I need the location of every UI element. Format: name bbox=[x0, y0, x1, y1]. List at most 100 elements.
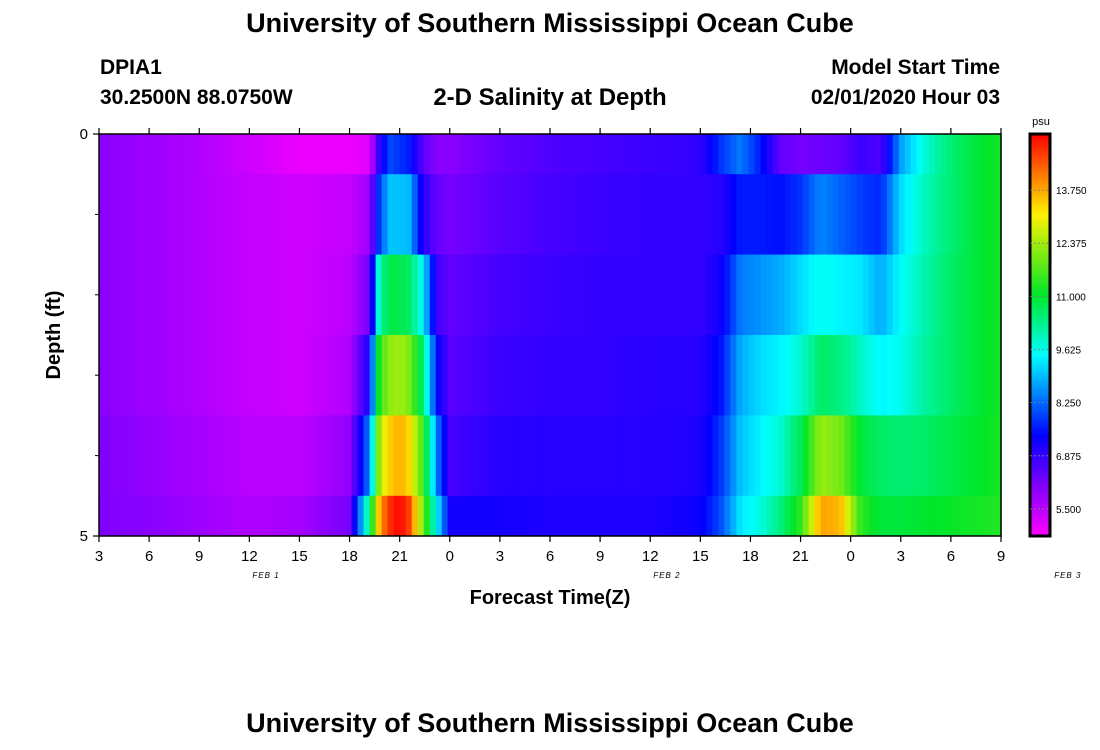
heatmap-cell bbox=[399, 174, 407, 255]
colorbar-tick-label: 13.750 bbox=[1056, 186, 1087, 197]
heatmap-cell bbox=[417, 134, 425, 175]
heatmap-cell bbox=[513, 174, 521, 255]
heatmap-cell bbox=[976, 254, 984, 336]
heatmap-cell bbox=[315, 495, 323, 537]
heatmap-cell bbox=[297, 254, 305, 336]
heatmap-cell bbox=[189, 134, 196, 175]
heatmap-cell bbox=[195, 415, 202, 497]
heatmap-cell bbox=[646, 495, 653, 537]
heatmap-cell bbox=[531, 134, 539, 175]
heatmap-cell bbox=[153, 174, 160, 255]
heatmap-cell bbox=[652, 254, 659, 336]
heatmap-cell bbox=[886, 335, 894, 416]
heatmap-cell bbox=[964, 134, 972, 175]
heatmap-cell bbox=[628, 134, 635, 175]
heatmap-cell bbox=[700, 254, 707, 336]
heatmap-cell bbox=[922, 415, 930, 497]
heatmap-cell bbox=[736, 134, 744, 175]
heatmap-cell bbox=[760, 495, 768, 537]
heatmap-cell bbox=[315, 254, 323, 336]
heatmap-cell bbox=[369, 495, 377, 537]
heatmap-cell bbox=[429, 495, 437, 537]
heatmap-cell bbox=[760, 174, 768, 255]
heatmap-cell bbox=[123, 174, 130, 255]
heatmap-cell bbox=[105, 415, 112, 497]
heatmap-cell bbox=[303, 495, 311, 537]
heatmap-cell bbox=[471, 134, 479, 175]
heatmap-cell bbox=[664, 415, 671, 497]
heatmap-cell bbox=[562, 174, 569, 255]
heatmap-cell bbox=[231, 174, 238, 255]
heatmap-cell bbox=[946, 495, 954, 537]
heatmap-cell bbox=[141, 174, 148, 255]
heatmap-cell bbox=[315, 174, 323, 255]
heatmap-cell bbox=[874, 254, 882, 336]
heatmap-cell bbox=[700, 495, 707, 537]
heatmap-cell bbox=[892, 415, 900, 497]
heatmap-cell bbox=[207, 134, 214, 175]
x-tick-label: 21 bbox=[391, 548, 408, 565]
heatmap-cell bbox=[297, 174, 305, 255]
heatmap-cell bbox=[904, 174, 912, 255]
colorbar-unit-label: psu bbox=[1032, 116, 1050, 128]
heatmap-cell bbox=[213, 415, 220, 497]
heatmap-cell bbox=[730, 134, 738, 175]
heatmap-cell bbox=[303, 254, 311, 336]
heatmap-cell bbox=[117, 134, 124, 175]
heatmap-cell bbox=[363, 254, 371, 336]
heatmap-cell bbox=[339, 495, 347, 537]
heatmap-cell bbox=[141, 134, 148, 175]
heatmap-cell bbox=[201, 415, 208, 497]
heatmap-cell bbox=[183, 134, 190, 175]
heatmap-cell bbox=[838, 134, 846, 175]
heatmap-cell bbox=[832, 174, 840, 255]
heatmap-cell bbox=[706, 495, 713, 537]
heatmap-cell bbox=[393, 495, 401, 537]
heatmap-cell bbox=[315, 134, 323, 175]
heatmap-cell bbox=[387, 335, 395, 416]
heatmap-cell bbox=[952, 134, 960, 175]
heatmap-cell bbox=[580, 134, 587, 175]
heatmap-cell bbox=[562, 415, 569, 497]
heatmap-cell bbox=[808, 335, 816, 416]
heatmap-cell bbox=[838, 495, 846, 537]
heatmap-cell bbox=[700, 415, 707, 497]
heatmap-cell bbox=[465, 134, 473, 175]
heatmap-cell bbox=[537, 335, 545, 416]
heatmap-cell bbox=[111, 254, 118, 336]
heatmap-cell bbox=[712, 174, 719, 255]
heatmap-cell bbox=[628, 335, 635, 416]
heatmap-cell bbox=[724, 415, 731, 497]
heatmap-cell bbox=[171, 174, 178, 255]
heatmap-cell bbox=[345, 254, 353, 336]
heatmap-cell bbox=[646, 335, 653, 416]
heatmap-cell bbox=[327, 134, 335, 175]
heatmap-cell bbox=[393, 134, 401, 175]
heatmap-cell bbox=[165, 174, 172, 255]
heatmap-cell bbox=[856, 254, 864, 336]
heatmap-cell bbox=[988, 254, 996, 336]
heatmap-cell bbox=[838, 174, 846, 255]
heatmap-cell bbox=[814, 495, 822, 537]
heatmap-cell bbox=[225, 335, 232, 416]
heatmap-cell bbox=[736, 495, 744, 537]
heatmap-cell bbox=[580, 495, 587, 537]
heatmap-cell bbox=[658, 254, 665, 336]
heatmap-cell bbox=[796, 134, 804, 175]
heatmap-cell bbox=[850, 174, 858, 255]
heatmap-cell bbox=[489, 335, 497, 416]
heatmap-cell bbox=[255, 335, 262, 416]
heatmap-cell bbox=[604, 254, 611, 336]
heatmap-cell bbox=[688, 134, 695, 175]
heatmap-cell bbox=[99, 495, 106, 537]
heatmap-cell bbox=[796, 174, 804, 255]
heatmap-cell bbox=[531, 495, 539, 537]
heatmap-cell bbox=[399, 495, 407, 537]
heatmap-cell bbox=[471, 174, 479, 255]
heatmap-cell bbox=[303, 415, 311, 497]
heatmap-cell bbox=[832, 415, 840, 497]
heatmap-cell bbox=[375, 335, 383, 416]
heatmap-cell bbox=[237, 335, 244, 416]
heatmap-cell bbox=[507, 174, 515, 255]
heatmap-cell bbox=[411, 134, 419, 175]
